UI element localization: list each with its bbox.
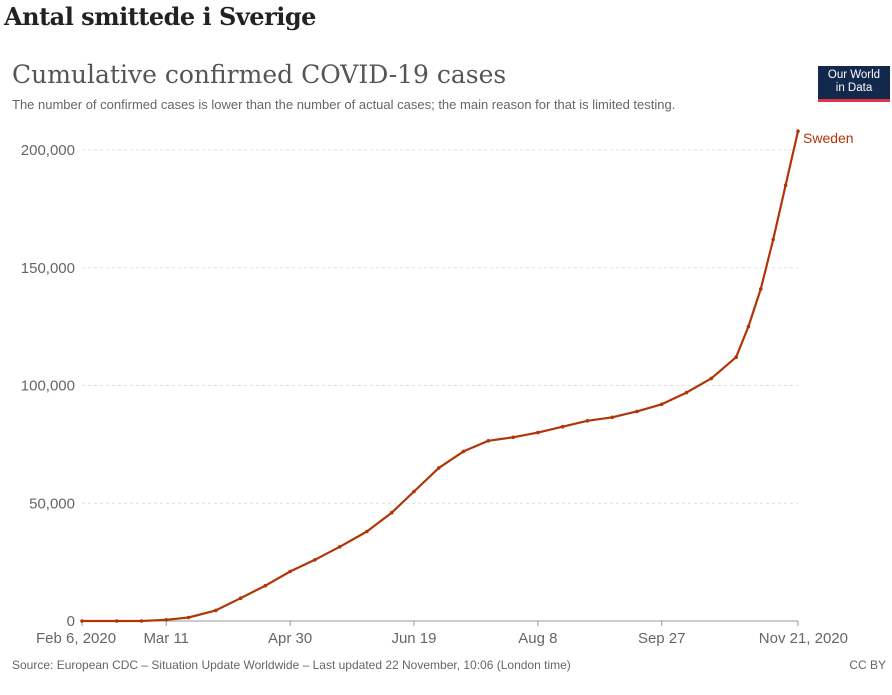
data-point	[461, 449, 466, 454]
data-point	[709, 376, 714, 381]
x-tick-label: Mar 11	[143, 630, 189, 647]
data-point	[796, 129, 800, 133]
y-tick-label: 0	[67, 613, 75, 630]
data-point	[560, 424, 565, 429]
data-point	[437, 466, 441, 470]
y-tick-label: 200,000	[21, 142, 75, 159]
data-point	[214, 608, 218, 613]
owid-logo[interactable]: Our World in Data	[818, 66, 890, 102]
logo-line-2: in Data	[835, 82, 873, 94]
data-point	[365, 529, 369, 534]
x-tick-label: Feb 6, 2020	[36, 630, 116, 647]
x-tick-label: Jun 19	[391, 630, 436, 647]
data-point	[263, 583, 268, 588]
data-point	[164, 618, 168, 622]
data-point	[734, 355, 738, 360]
data-point	[139, 619, 144, 623]
data-point	[536, 430, 540, 435]
x-tick-label: Nov 21, 2020	[759, 630, 848, 647]
data-point	[635, 409, 639, 414]
source-note: Source: European CDC – Situation Update …	[12, 658, 571, 672]
grid-lines	[82, 149, 798, 622]
data-point	[610, 415, 614, 420]
series-label: Sweden	[803, 130, 854, 146]
data-point	[80, 619, 84, 623]
data-point	[511, 435, 515, 440]
x-tick-label: Apr 30	[268, 630, 312, 647]
data-point	[759, 287, 763, 291]
license-label[interactable]: CC BY	[849, 658, 886, 672]
series-layer: Sweden	[80, 129, 854, 623]
data-point	[186, 615, 191, 620]
data-point	[389, 510, 394, 515]
logo-line-1: Our World	[827, 69, 881, 81]
y-tick-label: 100,000	[21, 378, 75, 395]
logo-accent-bar	[818, 99, 890, 102]
data-point	[771, 237, 775, 242]
y-tick-label: 50,000	[29, 495, 75, 512]
data-point	[746, 324, 751, 329]
data-point	[659, 402, 664, 407]
x-tick-label: Aug 8	[518, 630, 557, 647]
data-point	[313, 558, 317, 562]
y-tick-label: 150,000	[21, 260, 75, 277]
data-point	[585, 419, 590, 423]
series-line-sweden	[82, 130, 800, 623]
data-point	[337, 545, 342, 549]
data-point	[783, 183, 788, 188]
data-point	[412, 489, 416, 494]
data-point	[114, 619, 119, 623]
page-heading: Antal smittede i Sverige	[4, 2, 316, 31]
x-tick-label: Sep 27	[638, 630, 686, 647]
chart-subtitle: The number of confirmed cases is lower t…	[12, 97, 676, 112]
data-point	[238, 596, 243, 600]
chart-title: Cumulative confirmed COVID-19 cases	[12, 60, 507, 89]
data-point	[486, 439, 491, 443]
x-axis-ticks: Feb 6, 2020 Mar 11 Apr 30 Jun 19 Aug 8 Sep 27…	[36, 621, 848, 647]
data-point	[288, 569, 292, 574]
y-axis-ticks: 0 50,000 100,000 150,000 200,000	[21, 142, 75, 630]
data-point	[684, 390, 689, 395]
